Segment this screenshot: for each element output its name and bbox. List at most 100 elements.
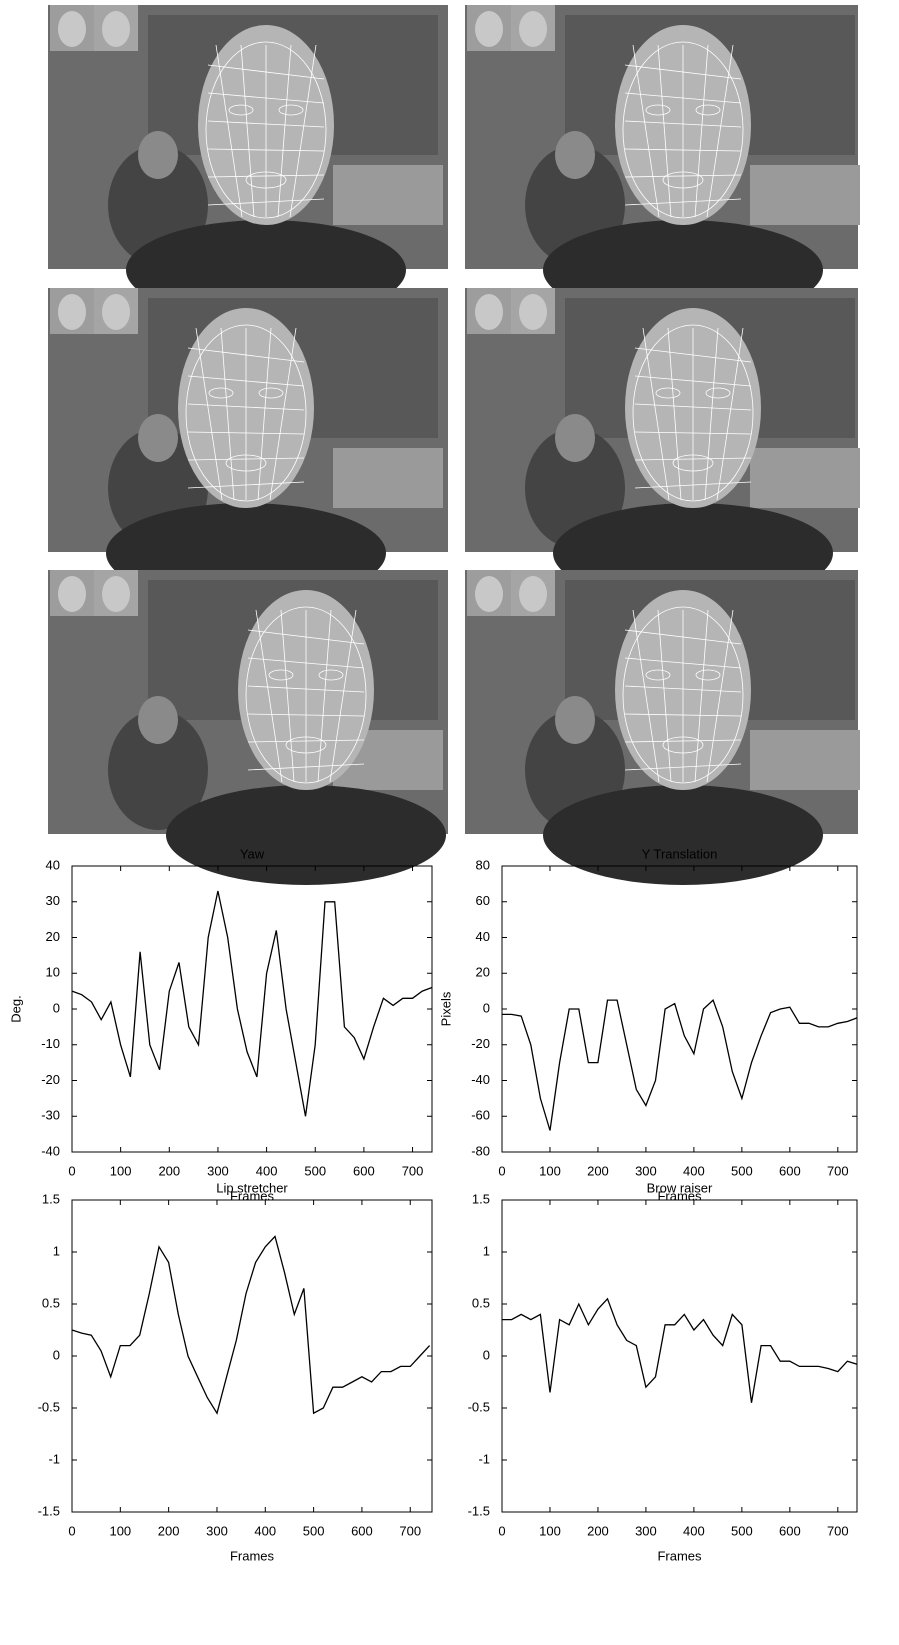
thumbnail-face: [519, 294, 547, 330]
y-tick-label: 0: [483, 1347, 490, 1362]
y-tick-label: 1.5: [42, 1191, 60, 1206]
chart-title: Y Translation: [642, 846, 718, 861]
y-tick-label: -60: [471, 1108, 490, 1123]
x-tick-label: 200: [158, 1163, 180, 1178]
y-tick-label: 1: [53, 1243, 60, 1258]
plot-frame: [72, 866, 432, 1152]
y-tick-label: 20: [476, 965, 490, 980]
y-tick-label: 0: [53, 1000, 60, 1015]
photo: [48, 570, 448, 885]
y-tick-label: -80: [471, 1143, 490, 1158]
chart: YawFramesDeg.0100200300400500600700-40-3…: [8, 846, 432, 1203]
thumbnail-face: [58, 11, 86, 47]
x-tick-label: 0: [68, 1523, 75, 1538]
y-tick-label: 30: [46, 893, 60, 908]
y-tick-label: 1.5: [472, 1191, 490, 1206]
chart-title: Lip stretcher: [216, 1180, 288, 1195]
thumbnail-face: [519, 576, 547, 612]
y-tick-label: -1: [48, 1451, 60, 1466]
data-line: [502, 1299, 857, 1403]
x-tick-label: 400: [254, 1523, 276, 1538]
person-head: [138, 696, 178, 744]
thumbnail-face: [102, 576, 130, 612]
x-tick-label: 600: [779, 1163, 801, 1178]
photo: [48, 5, 448, 320]
y-tick-label: -30: [41, 1108, 60, 1123]
y-tick-label: 0.5: [42, 1295, 60, 1310]
body: [543, 785, 823, 885]
y-axis-label: Deg.: [8, 995, 23, 1022]
photo-bright-panel: [750, 165, 860, 225]
thumbnail-face: [58, 576, 86, 612]
photo: [465, 570, 860, 885]
x-tick-label: 300: [207, 1163, 229, 1178]
x-tick-label: 100: [539, 1523, 561, 1538]
x-tick-label: 300: [206, 1523, 228, 1538]
y-tick-label: -1.5: [38, 1503, 60, 1518]
x-tick-label: 600: [779, 1523, 801, 1538]
chart: Brow raiserFrames0100200300400500600700-…: [468, 1180, 857, 1563]
x-tick-label: 300: [635, 1523, 657, 1538]
person-head: [138, 131, 178, 179]
x-tick-label: 600: [353, 1163, 375, 1178]
x-tick-label: 0: [498, 1523, 505, 1538]
x-tick-label: 400: [683, 1163, 705, 1178]
y-tick-label: -20: [41, 1072, 60, 1087]
x-tick-label: 0: [68, 1163, 75, 1178]
y-tick-label: 60: [476, 893, 490, 908]
x-tick-label: 500: [731, 1163, 753, 1178]
person-head: [555, 414, 595, 462]
plot-frame: [502, 866, 857, 1152]
x-tick-label: 0: [498, 1163, 505, 1178]
chart: Lip stretcherFrames010020030040050060070…: [38, 1180, 432, 1563]
photo-bright-panel: [750, 730, 860, 790]
x-tick-label: 200: [158, 1523, 180, 1538]
y-tick-label: -40: [41, 1143, 60, 1158]
data-line: [72, 891, 432, 1116]
person-head: [555, 131, 595, 179]
x-tick-label: 400: [256, 1163, 278, 1178]
photo-bright-panel: [750, 448, 860, 508]
x-tick-label: 100: [110, 1163, 132, 1178]
photo: [465, 5, 860, 320]
plot-frame: [72, 1200, 432, 1512]
chart-title: Yaw: [240, 846, 265, 861]
person-head: [555, 696, 595, 744]
x-tick-label: 700: [827, 1523, 849, 1538]
y-tick-label: -40: [471, 1072, 490, 1087]
x-tick-label: 500: [731, 1523, 753, 1538]
x-tick-label: 400: [683, 1523, 705, 1538]
y-axis-label: Pixels: [438, 991, 453, 1026]
y-tick-label: 0: [53, 1347, 60, 1362]
data-line: [502, 1000, 857, 1130]
chart-title: Brow raiser: [647, 1180, 713, 1195]
x-tick-label: 700: [402, 1163, 424, 1178]
photo-bright-panel: [333, 448, 443, 508]
body: [166, 785, 446, 885]
figure: YawFramesDeg.0100200300400500600700-40-3…: [0, 0, 899, 1645]
x-tick-label: 100: [109, 1523, 131, 1538]
thumbnail-face: [102, 294, 130, 330]
x-tick-label: 700: [827, 1163, 849, 1178]
thumbnail-face: [475, 11, 503, 47]
thumbnail-face: [475, 576, 503, 612]
data-line: [72, 1236, 430, 1413]
person-head: [138, 414, 178, 462]
y-tick-label: 0.5: [472, 1295, 490, 1310]
x-tick-label: 200: [587, 1163, 609, 1178]
thumbnail-face: [102, 11, 130, 47]
y-tick-label: -20: [471, 1036, 490, 1051]
y-tick-label: -0.5: [38, 1399, 60, 1414]
y-tick-label: -1.5: [468, 1503, 490, 1518]
thumbnail-face: [58, 294, 86, 330]
thumbnail-face: [519, 11, 547, 47]
x-tick-label: 100: [539, 1163, 561, 1178]
y-tick-label: 20: [46, 929, 60, 944]
y-tick-label: 40: [46, 857, 60, 872]
y-tick-label: -10: [41, 1036, 60, 1051]
x-tick-label: 500: [304, 1163, 326, 1178]
x-tick-label: 300: [635, 1163, 657, 1178]
x-tick-label: 600: [351, 1523, 373, 1538]
y-tick-label: -1: [478, 1451, 490, 1466]
y-tick-label: 40: [476, 929, 490, 944]
